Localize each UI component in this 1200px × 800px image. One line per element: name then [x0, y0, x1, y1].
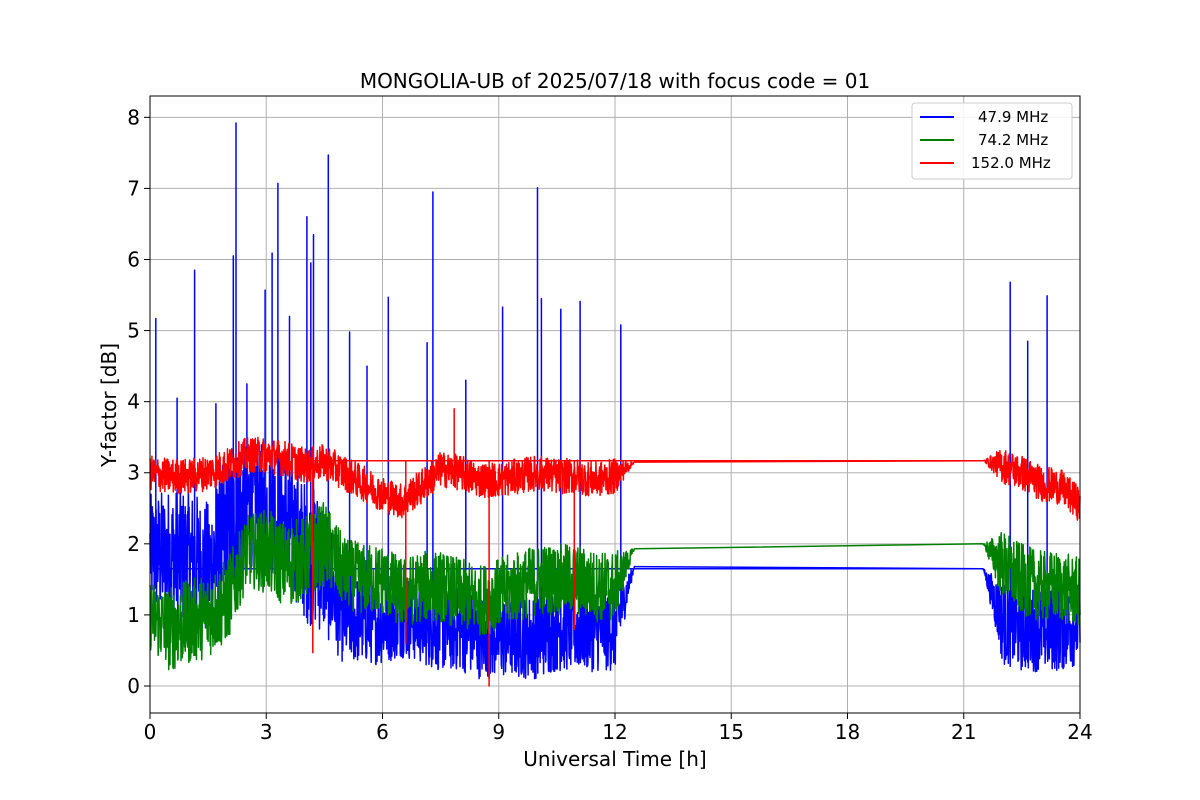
x-tick-label: 12	[602, 720, 627, 744]
y-tick-label: 7	[127, 176, 140, 200]
x-tick-label: 21	[951, 720, 976, 744]
chart-title: MONGOLIA-UB of 2025/07/18 with focus cod…	[360, 69, 870, 93]
series-line-74-2-mhz	[149, 502, 1081, 671]
legend-label-152-0-mhz: 152.0 MHz	[971, 154, 1051, 172]
y-axis-label: Y-factor [dB]	[97, 343, 121, 468]
legend-label-74-2-mhz: 74.2 MHz	[978, 131, 1048, 149]
x-tick-label: 9	[492, 720, 505, 744]
x-tick-label: 3	[260, 720, 273, 744]
x-tick-label: 0	[144, 720, 157, 744]
y-tick-label: 2	[127, 532, 140, 556]
x-tick-label: 6	[376, 720, 389, 744]
legend-box	[911, 102, 1073, 180]
x-tick-label: 18	[835, 720, 860, 744]
y-tick-label: 1	[127, 603, 140, 627]
series-line-152-0-mhz	[149, 408, 1081, 687]
y-tick-label: 5	[127, 319, 140, 343]
y-tick-label: 8	[127, 105, 140, 129]
y-tick-label: 6	[127, 247, 140, 271]
x-tick-label: 15	[719, 720, 744, 744]
x-tick-label: 24	[1067, 720, 1092, 744]
legend: 47.9 MHz 74.2 MHz 152.0 MHz	[911, 102, 1073, 180]
series-74-2-mhz	[149, 502, 1081, 671]
plot-area	[149, 122, 1081, 687]
y-tick-label: 4	[127, 390, 140, 414]
y-tick-label: 0	[127, 674, 140, 698]
series-152-0-mhz	[149, 408, 1081, 687]
y-tick-label: 3	[127, 461, 140, 485]
legend-label-47-9-mhz: 47.9 MHz	[978, 108, 1048, 126]
x-axis-label: Universal Time [h]	[523, 747, 706, 771]
